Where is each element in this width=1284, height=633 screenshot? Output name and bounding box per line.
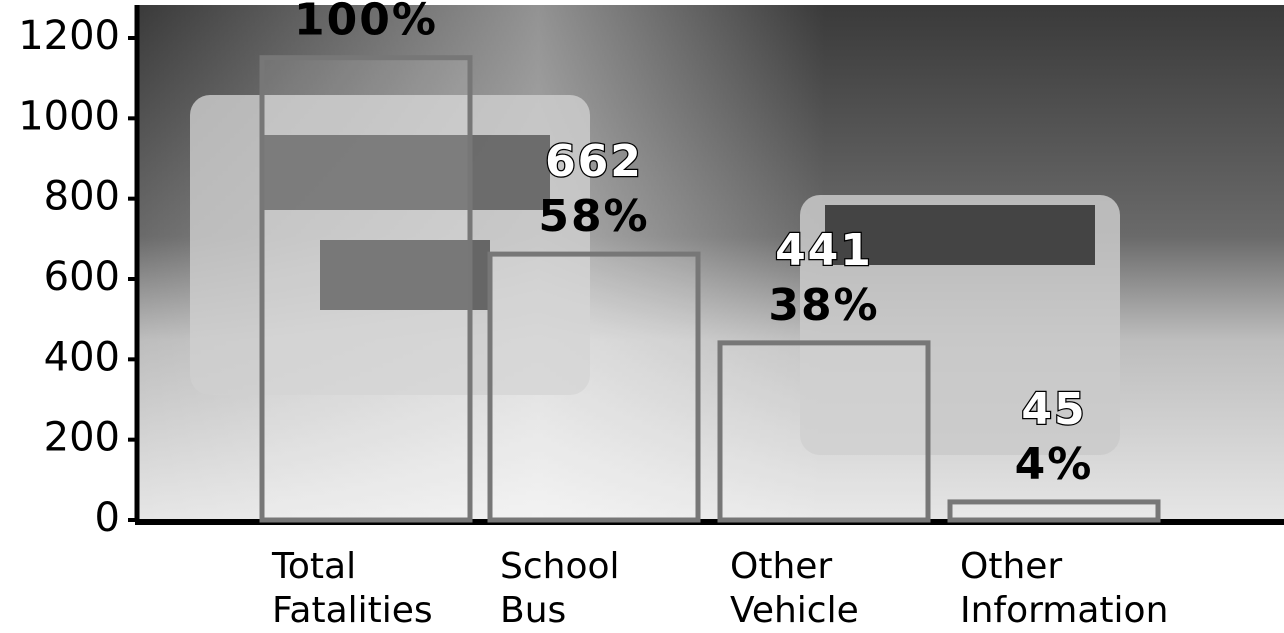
value-label: 662 bbox=[545, 136, 643, 187]
value-label: 45 bbox=[1021, 384, 1086, 435]
y-tick-label: 200 bbox=[44, 415, 120, 461]
y-tick-label: 0 bbox=[95, 495, 120, 541]
x-tick-label: Other Information bbox=[960, 546, 1169, 631]
bar bbox=[259, 55, 473, 523]
percent-label: 4% bbox=[1015, 439, 1094, 490]
percent-label: 100% bbox=[294, 0, 438, 46]
y-tick-label: 800 bbox=[44, 174, 120, 220]
bar bbox=[487, 251, 701, 523]
bar bbox=[947, 499, 1161, 523]
y-tick-label: 600 bbox=[44, 254, 120, 300]
value-label: 441 bbox=[775, 225, 873, 276]
percent-label: 38% bbox=[768, 280, 879, 331]
bar bbox=[717, 340, 931, 523]
y-tick-label: 1000 bbox=[18, 93, 120, 139]
x-tick-label: Other Vehicle bbox=[730, 546, 859, 631]
percent-label: 58% bbox=[538, 191, 649, 242]
y-tick-label: 400 bbox=[44, 334, 120, 380]
x-tick-label: Total Fatalities bbox=[272, 546, 433, 631]
y-tick-label: 1200 bbox=[18, 13, 120, 59]
background-photo bbox=[137, 5, 1284, 520]
x-tick-label: School Bus bbox=[500, 546, 620, 631]
